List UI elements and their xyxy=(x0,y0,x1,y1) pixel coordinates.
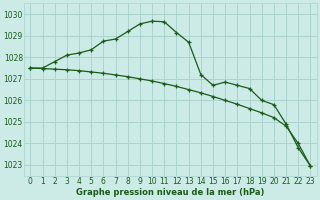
X-axis label: Graphe pression niveau de la mer (hPa): Graphe pression niveau de la mer (hPa) xyxy=(76,188,265,197)
